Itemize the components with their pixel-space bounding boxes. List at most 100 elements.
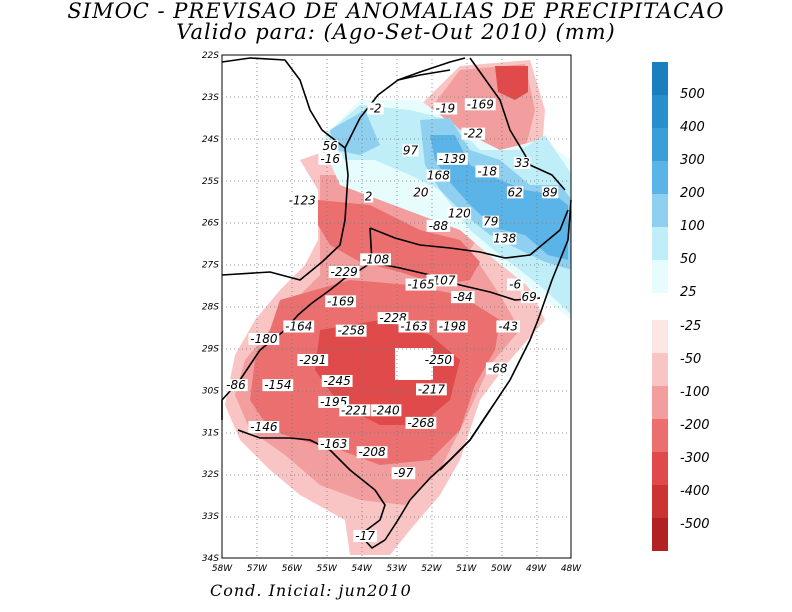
- anomaly-value-label: 138: [492, 231, 517, 245]
- anomaly-value-label: 2: [363, 190, 374, 204]
- svg-text:-258: -258: [338, 324, 366, 338]
- lat-label: 22S: [202, 51, 219, 61]
- colorbar-swatch: [652, 128, 668, 161]
- svg-text:-108: -108: [362, 252, 390, 266]
- anomaly-value-label: -22: [461, 127, 486, 141]
- plot-frame: [221, 54, 572, 559]
- svg-text:-268: -268: [407, 416, 435, 430]
- svg-text:69: 69: [521, 290, 536, 304]
- svg-text:62: 62: [508, 185, 523, 199]
- lat-label: 31S: [202, 428, 219, 438]
- lat-label: 28S: [202, 303, 219, 313]
- lat-label: 29S: [202, 344, 219, 354]
- svg-text:20: 20: [413, 185, 429, 199]
- colorbar-swatch: [652, 62, 668, 95]
- colorbar-label: -25: [680, 319, 701, 334]
- svg-text:-208: -208: [358, 445, 386, 459]
- lon-label: 51W: [456, 564, 477, 574]
- region-pos-light: [325, 105, 571, 315]
- colorbar-label: -50: [680, 352, 701, 367]
- anomaly-value-label: -245: [321, 374, 353, 388]
- border-parana-sc: [369, 209, 569, 259]
- lon-label: 55W: [317, 564, 338, 574]
- lon-label: 50W: [491, 564, 512, 574]
- svg-text:-123: -123: [289, 194, 316, 208]
- coastline: [384, 199, 572, 541]
- lon-label: 54W: [351, 564, 372, 574]
- colorbar-swatch: [652, 194, 668, 227]
- anomaly-value-label: 120: [447, 206, 471, 220]
- anomaly-value-label: 62: [506, 185, 524, 199]
- lon-label: 57W: [247, 564, 268, 574]
- lat-label: 25S: [202, 177, 219, 187]
- anomaly-value-label: -198: [436, 319, 468, 333]
- svg-text:-250: -250: [425, 353, 453, 367]
- svg-text:2: 2: [365, 190, 373, 204]
- lon-label: 52W: [421, 564, 442, 574]
- colorbar-swatch: [652, 518, 668, 551]
- colorbar-swatch: [652, 452, 668, 485]
- anomaly-value-label: -169: [464, 97, 496, 111]
- svg-text:-245: -245: [324, 374, 351, 388]
- svg-text:-163: -163: [320, 437, 347, 451]
- colorbar-swatch: [652, 353, 668, 386]
- svg-text:-180: -180: [250, 332, 278, 346]
- svg-text:-169: -169: [467, 97, 494, 111]
- anomaly-values: -2 -19 -169 -22 56 97 -16 -139 33 -18 168 20 2 -123 62…: [224, 97, 559, 543]
- map-title: SIMOC - PREVISAO DE ANOMALIAS DE PRECIPI…: [67, 0, 725, 23]
- svg-text:-169: -169: [327, 294, 354, 308]
- anomaly-value-label: -68: [485, 361, 510, 375]
- svg-text:168: 168: [427, 169, 450, 183]
- anomaly-value-label: -291: [297, 353, 329, 367]
- svg-text:-198: -198: [439, 319, 467, 333]
- lat-label: 32S: [202, 470, 219, 480]
- anomaly-value-label: 56: [321, 139, 339, 153]
- svg-text:-229: -229: [331, 265, 358, 279]
- svg-text:-86: -86: [226, 378, 246, 392]
- colorbar-label: 100: [680, 219, 705, 234]
- region-neg-northeast: [495, 66, 528, 100]
- anomaly-value-label: -258: [335, 324, 367, 338]
- anomaly-value-label: -86: [224, 378, 248, 392]
- svg-text:138: 138: [493, 231, 516, 245]
- svg-text:-43: -43: [498, 319, 518, 333]
- svg-text:79: 79: [483, 215, 498, 229]
- region-pos-strong: [430, 135, 568, 260]
- anomaly-value-label: -240: [370, 403, 402, 417]
- anomaly-value-label: 20: [412, 185, 430, 199]
- anomaly-value-label: -180: [248, 332, 280, 346]
- anomaly-value-label: -163: [318, 437, 350, 451]
- svg-text:89: 89: [542, 185, 557, 199]
- svg-text:-16: -16: [320, 152, 340, 166]
- colorbar-swatch: [652, 260, 668, 293]
- svg-text:-139: -139: [439, 152, 466, 166]
- svg-text:-68: -68: [488, 361, 508, 375]
- lat-label: 24S: [202, 135, 219, 145]
- lon-label: 48W: [561, 564, 582, 574]
- colorbar-label: -300: [680, 451, 710, 466]
- colorbar-label: -500: [680, 517, 710, 532]
- colorbar-swatch: [652, 386, 668, 419]
- region-neg-strong-north: [318, 200, 480, 285]
- lat-label: 27S: [202, 261, 219, 271]
- colorbar-swatch: [652, 227, 668, 260]
- lon-label: 49W: [526, 564, 547, 574]
- colorbar-swatch: [652, 485, 668, 518]
- svg-text:-22: -22: [463, 127, 483, 141]
- border-paraguay-brazil: [221, 57, 349, 263]
- anomaly-value-label: -139: [436, 152, 468, 166]
- lon-label: 58W: [212, 564, 233, 574]
- svg-text:-217: -217: [418, 382, 446, 396]
- anomaly-value-label: -18: [475, 164, 500, 178]
- svg-text:-164: -164: [285, 319, 312, 333]
- anomaly-value-label: -6: [506, 278, 524, 292]
- colorbar-label: 50: [680, 252, 697, 267]
- colorbar-label: 300: [680, 153, 705, 168]
- anomaly-value-label: -16: [318, 152, 342, 166]
- svg-text:-84: -84: [453, 290, 473, 304]
- anomaly-value-label: -208: [356, 445, 388, 459]
- initial-condition-label: Cond. Inicial: jun2010: [210, 581, 412, 600]
- anomaly-value-label: -169: [325, 294, 357, 308]
- anomaly-value-label: -108: [360, 252, 391, 266]
- anomaly-value-label: 97: [402, 143, 419, 157]
